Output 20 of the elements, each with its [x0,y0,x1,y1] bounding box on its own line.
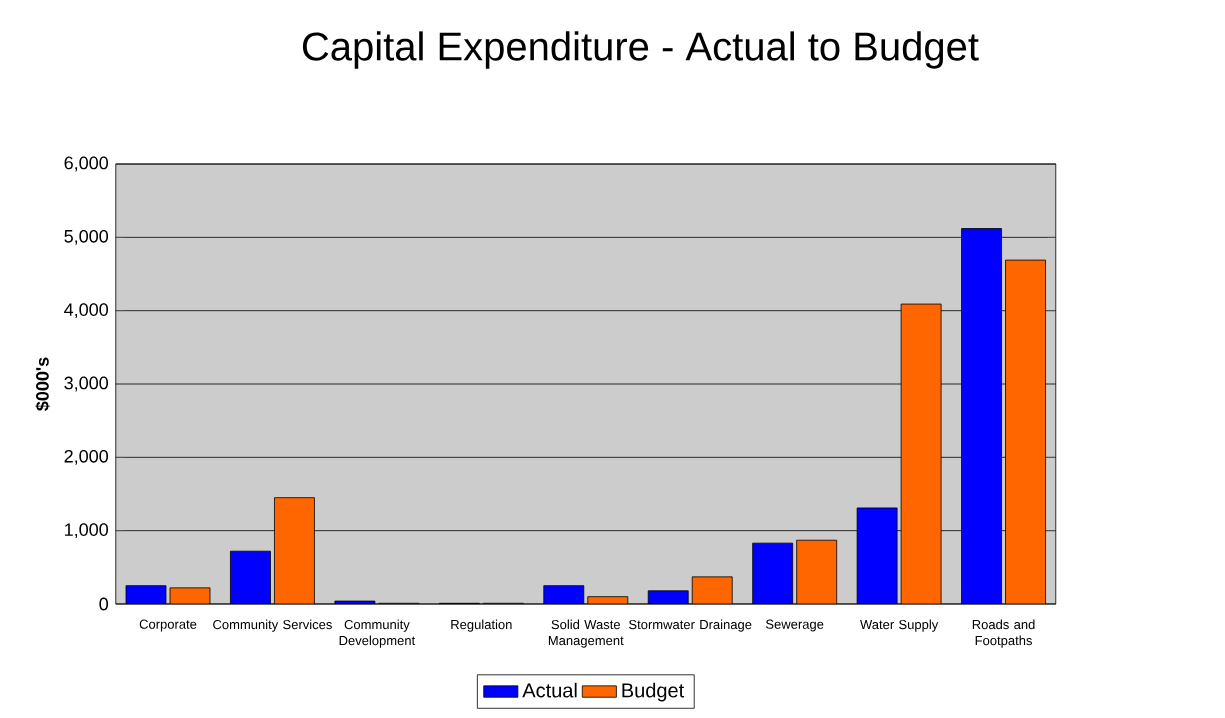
y-tick-label: 0 [99,597,109,611]
x-tick-label: Water Supply [860,619,939,632]
x-tick-label: Sewerage [766,619,824,632]
y-axis-title: $000's [35,357,50,411]
legend-label: Budget [622,682,685,702]
x-tick-label: Community Development [339,619,416,648]
y-tick-label: 4,000 [64,303,109,319]
y-tick-label: 3,000 [64,376,109,392]
x-tick-label: Corporate [139,619,197,632]
x-tick-label: Roads and Footpaths [972,619,1035,648]
legend-label: Actual [522,682,577,698]
x-tick-label: Stormwater Drainage [629,619,752,632]
chart-title: Capital Expenditure - Actual to Budget [302,31,979,69]
x-tick-label: Solid Waste Management [548,619,624,648]
y-tick-label: 6,000 [64,156,109,172]
x-tick-label: Regulation [451,619,512,632]
y-tick-label: 1,000 [65,523,109,539]
y-tick-label: 2,000 [64,449,109,465]
x-tick-label: Community Services [213,619,332,632]
y-tick-label: 5,000 [64,229,109,245]
